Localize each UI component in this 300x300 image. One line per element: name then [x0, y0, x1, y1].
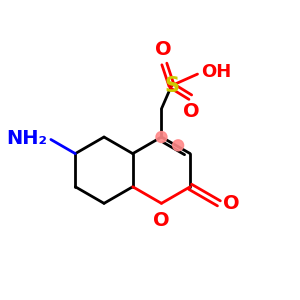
Text: OH: OH [201, 63, 231, 81]
Text: S: S [164, 76, 179, 96]
Text: O: O [183, 102, 200, 121]
Text: O: O [223, 194, 240, 213]
Text: O: O [153, 212, 170, 230]
Circle shape [172, 140, 184, 151]
Circle shape [156, 131, 167, 142]
Text: O: O [154, 40, 171, 59]
Text: NH₂: NH₂ [6, 129, 47, 148]
